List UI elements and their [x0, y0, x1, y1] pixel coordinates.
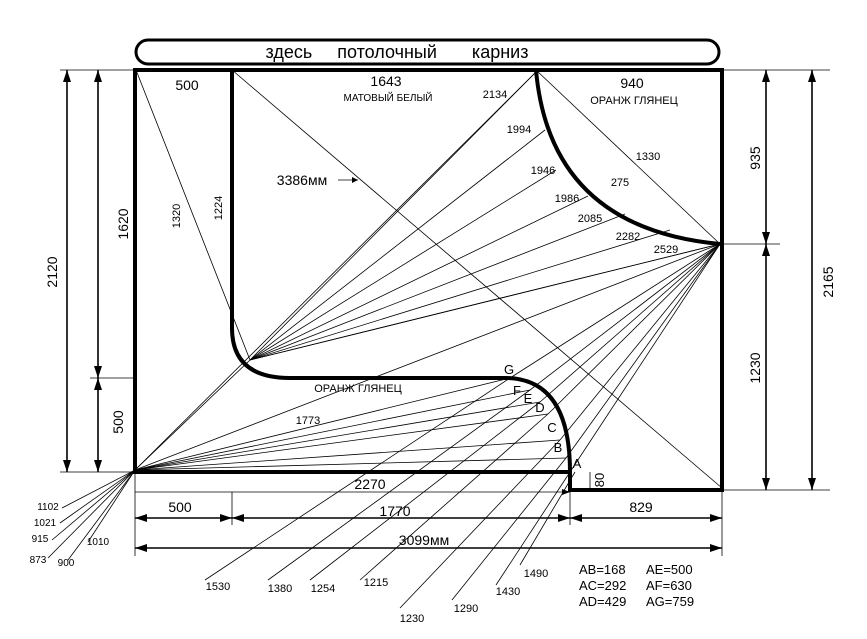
label-left-2120: 2120	[44, 256, 60, 287]
label-1330: 1330	[636, 151, 660, 163]
bottom-dimensions	[134, 472, 723, 556]
cornice-banner	[134, 38, 721, 66]
label-bottom-829: 829	[629, 499, 653, 515]
label-top-940: 940	[620, 75, 644, 91]
label-2270: 2270	[354, 476, 385, 492]
label-top-500: 500	[175, 77, 199, 93]
label-2529: 2529	[654, 244, 678, 256]
label-b1490: 1490	[524, 568, 548, 580]
matte-white-zone-outline	[230, 70, 572, 473]
cornice-label: здесь потолочный карниз	[266, 42, 529, 62]
curve-point-labels: A B C D E F G	[504, 362, 582, 471]
label-fan-915: 915	[32, 534, 49, 545]
right-dimensions	[589, 69, 830, 491]
legend-ac: AC=292	[579, 578, 626, 593]
legend-ae: AE=500	[646, 562, 693, 577]
point-e: E	[524, 391, 533, 406]
label-b1430: 1430	[496, 586, 520, 598]
label-fan-900: 900	[58, 558, 75, 569]
label-1224: 1224	[213, 196, 225, 220]
dimension-labels: 500 1643 МАТОВЫЙ БЕЛЫЙ 940 ОРАНЖ ГЛЯНЕЦ …	[30, 73, 836, 625]
point-d: D	[535, 400, 544, 415]
label-b1215: 1215	[364, 577, 388, 589]
label-left-1620: 1620	[115, 208, 131, 239]
point-b: B	[554, 440, 563, 455]
label-b1254: 1254	[311, 583, 335, 595]
label-fan-1021: 1021	[34, 518, 57, 529]
label-top-1643: 1643	[370, 73, 401, 89]
label-bottom-500: 500	[168, 499, 192, 515]
left-dimensions	[60, 69, 135, 473]
label-bottom-total: 3099мм	[399, 532, 449, 548]
label-fan-1102: 1102	[37, 502, 59, 513]
point-f: F	[513, 383, 521, 398]
legend-ag: AG=759	[646, 594, 694, 609]
label-orange-gloss-top: ОРАНЖ ГЛЯНЕЦ	[590, 95, 678, 107]
label-fan-1010: 1010	[87, 537, 110, 548]
label-matte-white: МАТОВЫЙ БЕЛЫЙ	[344, 91, 433, 104]
label-orange-gloss-mid: ОРАНЖ ГЛЯНЕЦ	[314, 383, 402, 395]
label-2085: 2085	[578, 213, 602, 225]
label-bottom-1770: 1770	[379, 503, 410, 519]
label-fan-873: 873	[30, 555, 47, 566]
label-1986: 1986	[555, 193, 579, 205]
label-right-2165: 2165	[820, 266, 836, 297]
label-1773: 1773	[296, 415, 320, 427]
label-2134: 2134	[483, 89, 507, 101]
label-b1290: 1290	[454, 603, 478, 615]
legend-af: AF=630	[646, 578, 692, 593]
label-2282: 2282	[616, 231, 640, 243]
label-275: 275	[611, 177, 629, 189]
label-b1230: 1230	[400, 613, 424, 625]
label-diag-3386: 3386мм	[277, 172, 327, 188]
label-80: 80	[592, 473, 607, 487]
outer-outline	[133, 68, 724, 492]
label-right-1230: 1230	[747, 352, 763, 383]
distance-legend: AB=168 AC=292 AD=429 AE=500 AF=630 AG=75…	[579, 562, 694, 609]
label-b1530: 1530	[206, 581, 230, 593]
label-b1380: 1380	[268, 583, 292, 595]
legend-ad: AD=429	[579, 594, 626, 609]
label-1994: 1994	[507, 124, 531, 136]
orange-gloss-arc	[534, 69, 721, 246]
legend-ab: AB=168	[579, 562, 626, 577]
label-left-500: 500	[110, 410, 126, 434]
label-1320: 1320	[171, 204, 183, 228]
point-c: C	[547, 420, 556, 435]
label-1946: 1946	[531, 165, 555, 177]
point-a: A	[573, 456, 582, 471]
point-g: G	[504, 362, 514, 377]
label-right-935: 935	[747, 146, 763, 170]
construction-lines	[47, 69, 723, 609]
